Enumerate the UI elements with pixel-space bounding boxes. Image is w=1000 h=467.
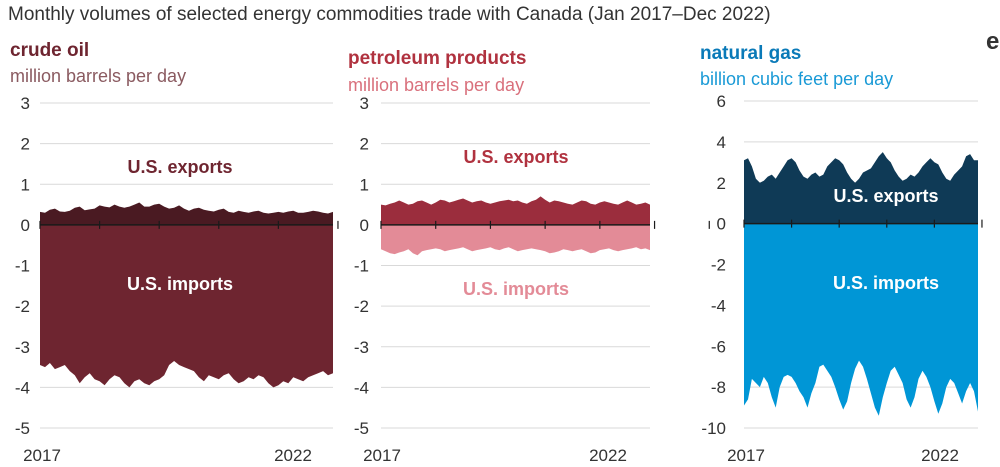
y-tick-label-natural-gas: 2: [717, 174, 726, 193]
imports-area-petroleum-products: [381, 224, 650, 256]
y-tick-label-natural-gas: 6: [717, 92, 726, 111]
y-tick-label-crude-oil: 0: [21, 216, 30, 235]
panel-unit-crude-oil: million barrels per day: [10, 66, 187, 86]
exports-area-natural-gas: [744, 152, 978, 224]
y-tick-label-crude-oil: 1: [21, 175, 30, 194]
exports-area-crude-oil: [40, 202, 333, 225]
y-tick-label-crude-oil: -4: [15, 378, 30, 397]
panel-title-crude-oil: crude oil: [10, 40, 90, 61]
x-tick-label-crude-oil: 2022: [274, 446, 312, 465]
y-tick-label-petroleum-products: -4: [354, 378, 369, 397]
y-tick-label-petroleum-products: -5: [354, 419, 369, 438]
y-tick-label-petroleum-products: -3: [354, 338, 369, 357]
y-tick-label-petroleum-products: 2: [360, 135, 369, 154]
y-tick-label-crude-oil: -5: [15, 419, 30, 438]
x-tick-label-natural-gas: 2017: [727, 446, 765, 465]
exports-label-crude-oil: U.S. exports: [127, 157, 232, 177]
y-tick-label-natural-gas: -4: [711, 296, 726, 315]
y-tick-label-petroleum-products: 1: [360, 175, 369, 194]
y-tick-label-crude-oil: 2: [21, 135, 30, 154]
y-tick-label-petroleum-products: -2: [354, 297, 369, 316]
imports-area-natural-gas: [744, 223, 978, 416]
panel-unit-natural-gas: billion cubic feet per day: [700, 69, 894, 89]
exports-label-natural-gas: U.S. exports: [833, 186, 938, 206]
y-tick-label-natural-gas: -10: [701, 419, 726, 438]
y-tick-label-crude-oil: -3: [15, 338, 30, 357]
panel-title-natural-gas: natural gas: [700, 43, 802, 64]
imports-area-crude-oil: [40, 224, 333, 388]
chart-main-title: Monthly volumes of selected energy commo…: [8, 4, 771, 25]
exports-label-petroleum-products: U.S. exports: [463, 147, 568, 167]
y-tick-label-petroleum-products: -1: [354, 257, 369, 276]
y-tick-label-natural-gas: -2: [711, 256, 726, 275]
x-tick-label-petroleum-products: 2022: [589, 446, 627, 465]
exports-area-petroleum-products: [381, 196, 650, 225]
y-tick-label-petroleum-products: 0: [360, 216, 369, 235]
y-tick-label-crude-oil: -2: [15, 297, 30, 316]
y-tick-label-natural-gas: 4: [717, 133, 726, 152]
x-tick-label-natural-gas: 2022: [921, 446, 959, 465]
y-tick-label-crude-oil: -1: [15, 257, 30, 276]
imports-label-natural-gas: U.S. imports: [833, 273, 939, 293]
x-tick-label-petroleum-products: 2017: [363, 446, 401, 465]
y-tick-label-crude-oil: 3: [21, 94, 30, 113]
imports-label-petroleum-products: U.S. imports: [463, 279, 569, 299]
y-tick-label-natural-gas: -6: [711, 337, 726, 356]
y-tick-label-natural-gas: 0: [717, 215, 726, 234]
eia-logo: e: [986, 28, 1000, 55]
y-tick-label-petroleum-products: 3: [360, 94, 369, 113]
y-tick-label-natural-gas: -8: [711, 378, 726, 397]
imports-label-crude-oil: U.S. imports: [127, 274, 233, 294]
panel-unit-petroleum-products: million barrels per day: [348, 75, 525, 95]
x-tick-label-crude-oil: 2017: [23, 446, 61, 465]
panel-title-petroleum-products: petroleum products: [348, 48, 527, 69]
